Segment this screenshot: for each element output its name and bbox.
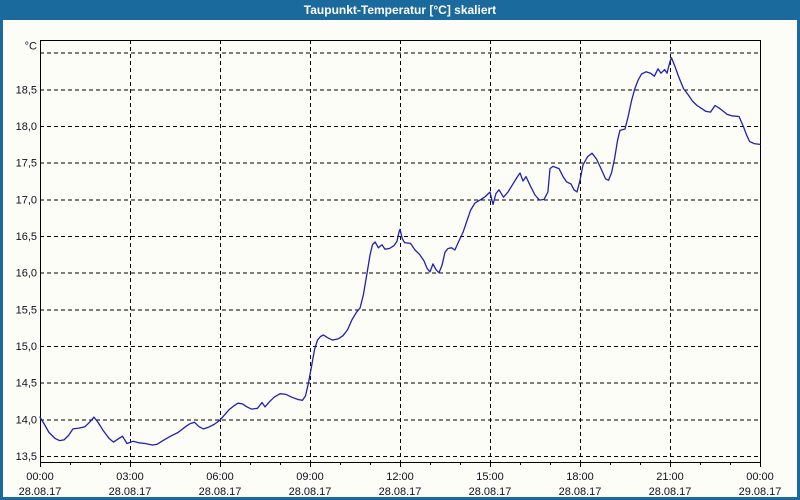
x-tick-date-label: 28.08.17 — [199, 486, 242, 498]
y-axis-unit-label: °C — [25, 41, 37, 53]
y-tick-label: 16,5 — [16, 231, 37, 243]
temperature-line — [39, 57, 761, 446]
x-tick-date-label: 28.08.17 — [289, 486, 332, 498]
x-tick-date-label: 28.08.17 — [559, 486, 602, 498]
y-tick-label: 17,0 — [16, 194, 37, 206]
x-tick-time-label: 21:00 — [656, 471, 684, 483]
y-tick-label: 15,5 — [16, 304, 37, 316]
x-tick-time-label: 00:00 — [746, 471, 774, 483]
y-tick-label: 14,5 — [16, 378, 37, 390]
y-tick-label: 15,0 — [16, 341, 37, 353]
y-axis-labels: 18,5 18,0 17,5 17,0 16,5 16,0 15,5 15,0 14,5 14,0… — [16, 41, 37, 463]
x-tick-date-label: 28.08.17 — [469, 486, 512, 498]
y-tick-label: 18,0 — [16, 121, 37, 133]
x-tick-time-label: 09:00 — [296, 471, 324, 483]
x-axis-labels: 00:00 28.08.17 03:00 28.08.17 06:00 28.08.17 0… — [19, 471, 782, 498]
x-tick-date-label: 28.08.17 — [109, 486, 152, 498]
y-tick-label: 16,0 — [16, 268, 37, 280]
x-tick-date-label: 28.08.17 — [19, 486, 62, 498]
x-tick-date-label: 28.08.17 — [649, 486, 692, 498]
y-tick-label: 13,5 — [16, 451, 37, 463]
y-tick-label: 18,5 — [16, 84, 37, 96]
x-tick-time-label: 12:00 — [386, 471, 414, 483]
x-tick-date-label: 29.08.17 — [739, 486, 782, 498]
y-tick-label: 14,0 — [16, 414, 37, 426]
x-tick-date-label: 28.08.17 — [379, 486, 422, 498]
x-tick-time-label: 15:00 — [476, 471, 504, 483]
x-tick-time-label: 06:00 — [206, 471, 234, 483]
x-tick-time-label: 18:00 — [566, 471, 594, 483]
y-tick-label: 17,5 — [16, 158, 37, 170]
x-tick-marks — [40, 462, 761, 467]
title-bar: Taupunkt-Temperatur [°C] skaliert — [0, 0, 800, 20]
x-tick-time-label: 03:00 — [116, 471, 144, 483]
chart-title: Taupunkt-Temperatur [°C] skaliert — [303, 3, 497, 17]
x-gridlines — [130, 40, 671, 462]
x-tick-time-label: 00:00 — [26, 471, 54, 483]
